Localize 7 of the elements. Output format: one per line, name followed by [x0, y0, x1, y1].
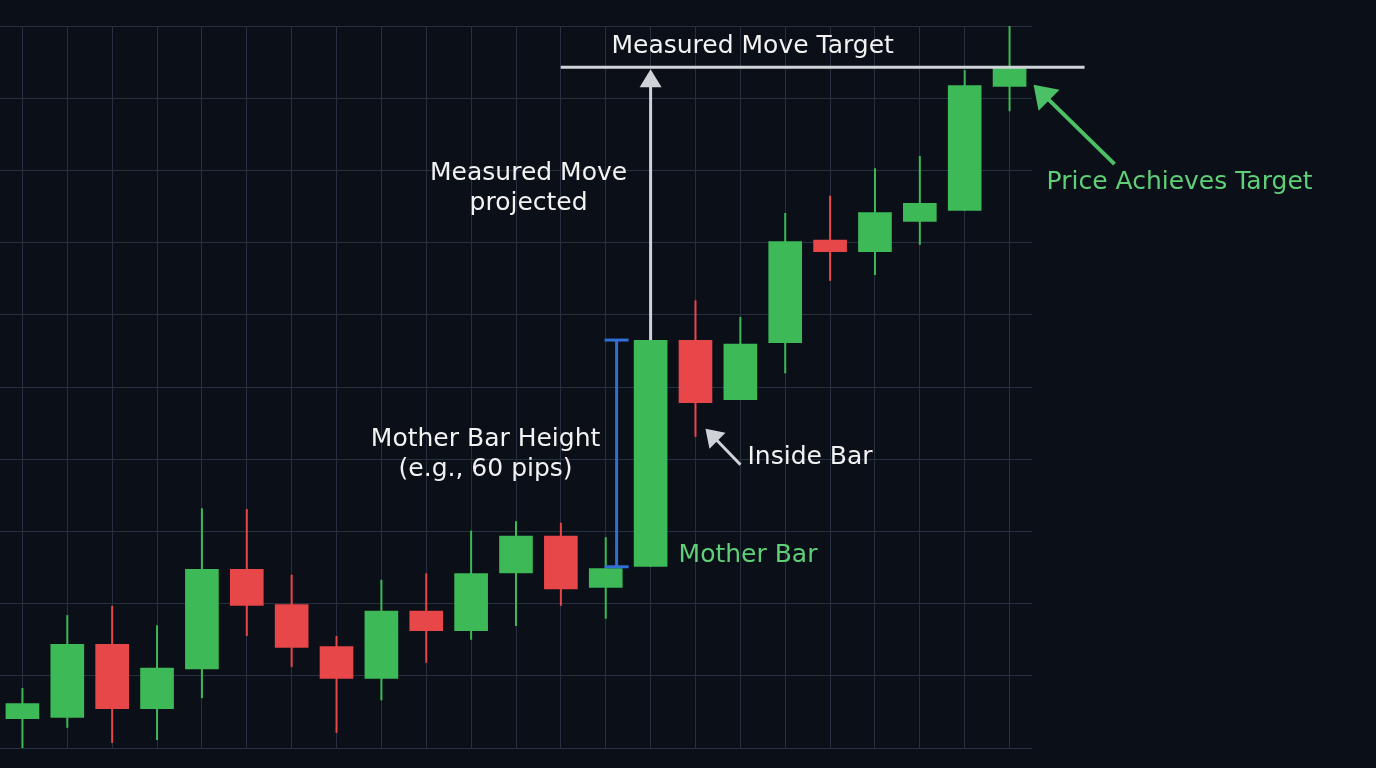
annotation: Mother Bar — [678, 538, 819, 569]
text: Price Achieves Target — [1046, 166, 1314, 197]
annotation: Mother Bar Height (e.g., 60 pips) — [369, 423, 602, 484]
annotation: Measured Move projected — [429, 157, 629, 218]
annotation: Inside Bar — [747, 440, 874, 471]
ref-line-label: Measured Move Target — [611, 30, 895, 60]
candlestick — [813, 194, 847, 282]
